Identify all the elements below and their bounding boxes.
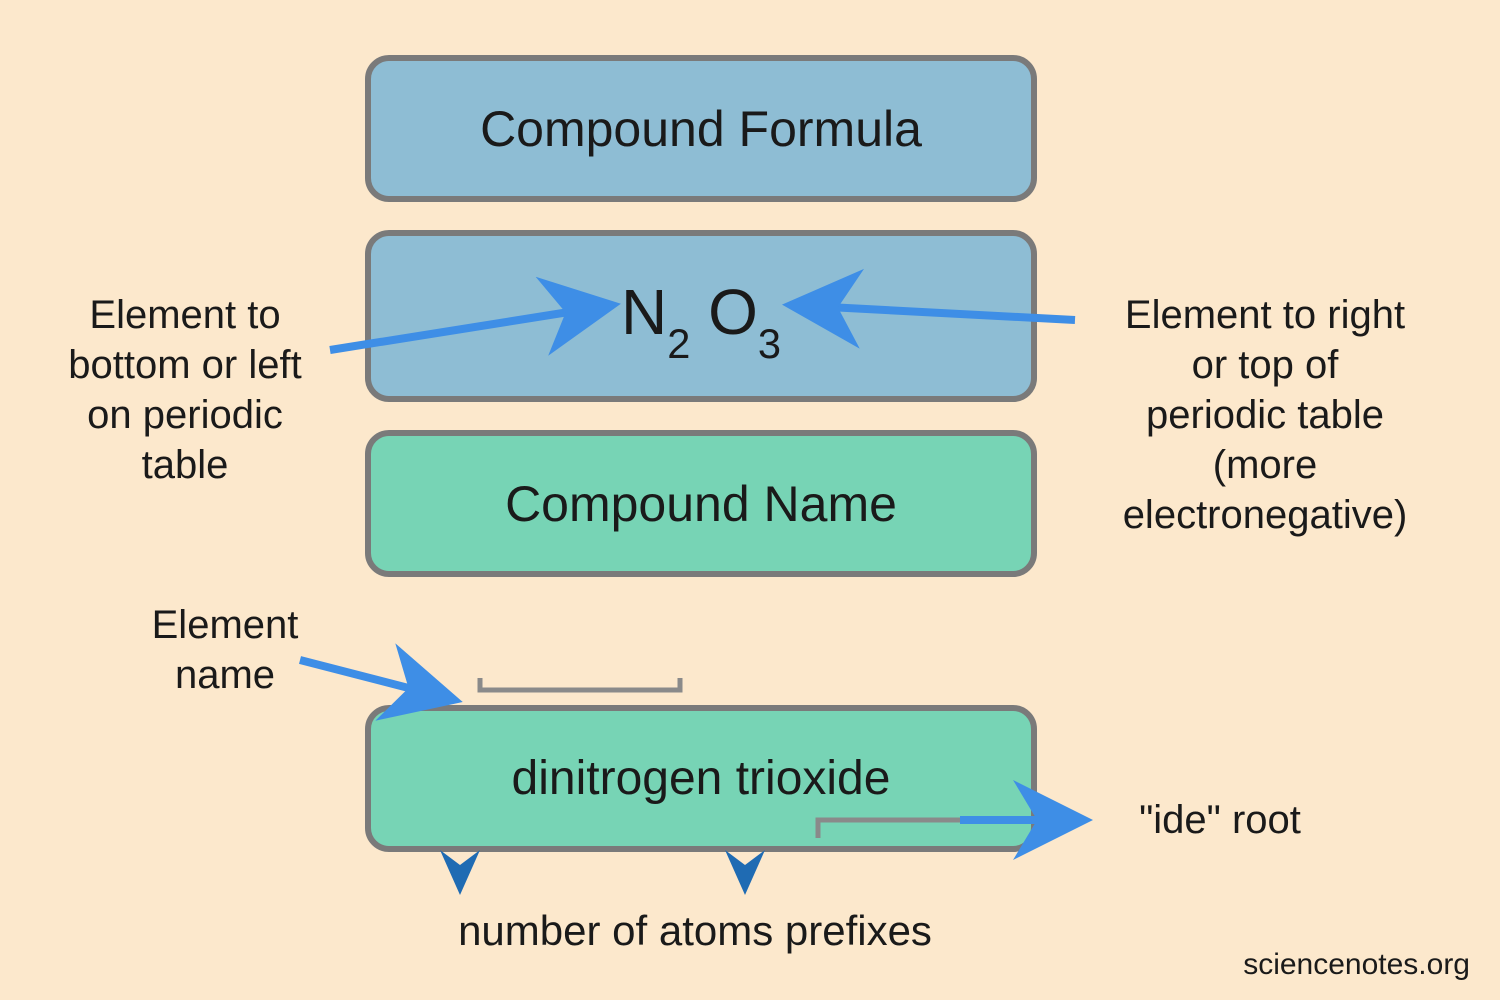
formula-header-text: Compound Formula	[480, 100, 922, 158]
label-ide-root: "ide" root	[1100, 795, 1340, 845]
formula-header-box: Compound Formula	[365, 55, 1037, 202]
label-element-right: Element to right or top of periodic tabl…	[1075, 290, 1455, 540]
label-element-left: Element to bottom or left on periodic ta…	[40, 290, 330, 490]
formula-text: N2 O3	[621, 275, 781, 358]
element-2: O	[708, 276, 758, 348]
subscript-2: 3	[758, 320, 781, 367]
label-prefixes: number of atoms prefixes	[370, 905, 1020, 958]
prefix-marker-di	[440, 850, 480, 895]
bracket-nitrogen	[480, 678, 680, 690]
attribution: sciencenotes.org	[1243, 948, 1470, 982]
name-header-text: Compound Name	[505, 475, 897, 533]
subscript-1: 2	[667, 320, 690, 367]
formula-box: N2 O3	[365, 230, 1037, 402]
name-text: dinitrogen trioxide	[512, 751, 891, 806]
name-box: dinitrogen trioxide	[365, 705, 1037, 852]
label-element-name: Element name	[125, 600, 325, 700]
name-header-box: Compound Name	[365, 430, 1037, 577]
element-1: N	[621, 276, 667, 348]
prefix-marker-tri	[725, 850, 765, 895]
